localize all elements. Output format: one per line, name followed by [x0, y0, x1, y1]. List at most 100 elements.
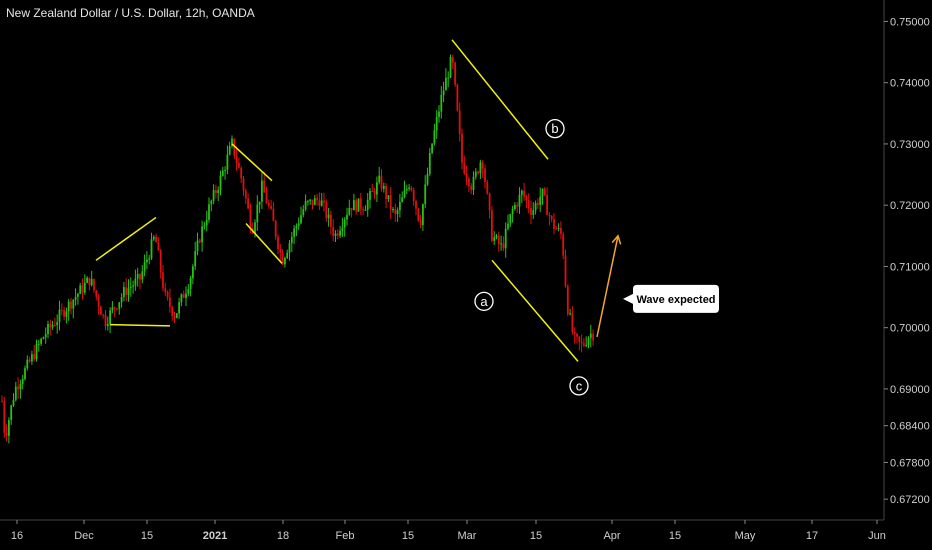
candle-body — [10, 405, 13, 421]
candle-body — [387, 195, 390, 200]
candle-body — [44, 334, 47, 338]
candle-body — [330, 214, 332, 227]
candle-body — [261, 180, 263, 202]
candle-body — [481, 162, 484, 169]
candle-body — [74, 296, 77, 300]
candle-body — [104, 314, 107, 327]
pattern-trendline[interactable] — [451, 39, 549, 160]
candle-body — [203, 225, 206, 227]
candle-body — [118, 302, 121, 309]
candle-body — [336, 233, 339, 236]
candle-body — [509, 214, 512, 224]
candle-body — [83, 282, 86, 293]
pattern-trendline[interactable] — [245, 223, 283, 264]
price-tick-label: 0.68400 — [890, 421, 930, 433]
wave-label-circle[interactable] — [474, 291, 494, 311]
candle-body — [40, 338, 42, 344]
candle-body — [527, 200, 530, 209]
candle-body — [169, 297, 171, 308]
candle-body — [419, 220, 422, 226]
candle-body — [497, 235, 500, 245]
candle-body — [157, 242, 160, 251]
candle-body — [173, 315, 176, 318]
candle-body — [24, 368, 26, 379]
pattern-trendline[interactable] — [491, 259, 579, 362]
candle-body — [504, 228, 507, 249]
candle-body — [550, 215, 553, 220]
pattern-trendline[interactable] — [109, 323, 171, 327]
candle-body — [484, 168, 486, 183]
candle-body — [171, 307, 174, 316]
time-tick-label: 18 — [277, 530, 289, 542]
candle-body — [465, 173, 468, 179]
pattern-trendline[interactable] — [231, 143, 273, 182]
candle-body — [17, 386, 19, 390]
candle-body — [474, 171, 477, 177]
candle-body — [231, 138, 233, 147]
candle-body — [162, 272, 164, 289]
time-tick-label: Apr — [603, 530, 620, 542]
candle-body — [212, 190, 215, 201]
candle-body — [578, 336, 581, 342]
projection-arrow-head — [611, 234, 622, 245]
candle-body — [566, 286, 569, 314]
candle-body — [166, 292, 169, 298]
candle-body — [189, 278, 192, 290]
candle-body — [543, 188, 546, 196]
candle-body — [35, 344, 38, 360]
pattern-trendline[interactable] — [95, 216, 157, 261]
candle-body — [63, 309, 65, 317]
candle-body — [576, 333, 578, 337]
time-tick-label: Jun — [868, 530, 886, 542]
candle-body — [178, 302, 180, 314]
candle-body — [297, 223, 300, 226]
candle-body — [116, 308, 118, 310]
candle-body — [385, 185, 387, 200]
candle-body — [479, 162, 482, 174]
candle-body — [26, 359, 29, 369]
candle-body — [113, 307, 116, 309]
candle-body — [456, 84, 459, 111]
candle-body — [477, 171, 479, 174]
candle-body — [410, 187, 413, 191]
candle-body — [399, 202, 401, 211]
candle-body — [3, 401, 6, 433]
candle-body — [555, 228, 558, 230]
candle-body — [350, 208, 353, 211]
candle-body — [272, 208, 275, 221]
candle-body — [219, 175, 222, 191]
candle-body — [208, 204, 210, 220]
candle-body — [359, 198, 362, 209]
candle-body — [274, 220, 277, 237]
time-axis[interactable]: 16 Dec 15 2021 18 Feb 15 Mar 15 Apr 15 May 17 Jun — [0, 519, 886, 542]
price-axis[interactable]: 0.75000 0.74000 0.73000 0.72000 0.71000 0.700… — [883, 0, 930, 520]
candle-body — [463, 162, 466, 174]
candle-body — [548, 215, 551, 217]
candle-body — [1, 401, 3, 403]
candle-body — [187, 289, 190, 294]
wave-label-circle[interactable] — [545, 118, 565, 139]
candle-body — [28, 359, 31, 362]
candle-body — [546, 195, 548, 216]
candle-body — [31, 354, 33, 362]
wave-label-circle[interactable] — [569, 376, 589, 396]
projection-arrow-line[interactable] — [596, 235, 619, 338]
candle-body — [125, 287, 128, 296]
candle-body — [412, 190, 415, 202]
candle-body — [307, 200, 309, 202]
candle-body — [382, 185, 385, 189]
candle-body — [511, 209, 514, 215]
candle-body — [311, 199, 314, 206]
candle-body — [401, 197, 404, 203]
candle-body — [111, 307, 114, 311]
time-tick-label: May — [735, 530, 756, 542]
candle-body — [569, 313, 571, 315]
candle-body — [491, 210, 493, 241]
callout-bubble[interactable] — [623, 284, 719, 313]
candle-body — [355, 200, 358, 212]
candle-body — [518, 194, 521, 207]
candle-body — [458, 110, 461, 134]
candle-body — [417, 208, 420, 221]
candle-body — [192, 266, 194, 279]
